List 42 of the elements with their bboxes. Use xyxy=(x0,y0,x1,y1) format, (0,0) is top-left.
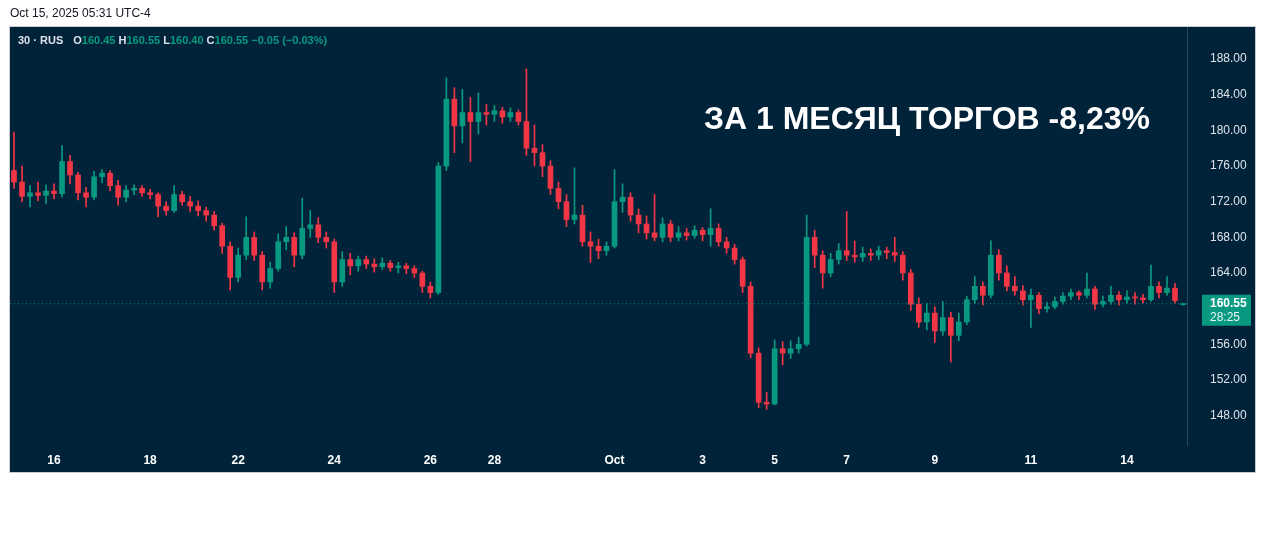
candlestick xyxy=(883,246,890,260)
candlestick xyxy=(43,184,49,204)
text: 30 · RUS xyxy=(18,34,64,46)
candlestick xyxy=(891,237,898,262)
y-tick-label: 176.00 xyxy=(1210,158,1248,173)
x-tick-label: 5 xyxy=(771,452,779,467)
text: 28:25 xyxy=(1210,310,1241,325)
x-tick-label: 9 xyxy=(931,452,939,467)
x-tick-label: 24 xyxy=(327,452,342,467)
y-tick-label: 184.00 xyxy=(1210,87,1248,102)
x-tick-label: 7 xyxy=(843,452,851,467)
y-tick-label: 180.00 xyxy=(1210,122,1248,137)
annotation: O160.45 H160.55 L160.40 C160.55 −0.05 (−0.03%) xyxy=(73,34,328,46)
y-tick-label: 164.00 xyxy=(1210,265,1248,280)
text: Oct 15, 2025 05:31 UTC-4 xyxy=(10,6,151,20)
candlestick xyxy=(1164,276,1170,296)
candlestick xyxy=(371,258,378,273)
x-tick-label: Oct xyxy=(604,452,625,467)
candlestick xyxy=(11,131,17,189)
candlestick xyxy=(51,183,57,200)
y-tick-label: 168.00 xyxy=(1210,229,1248,244)
x-tick-label: 16 xyxy=(47,452,62,467)
y-tick-label: 156.00 xyxy=(1210,336,1248,351)
text: ЗА 1 МЕСЯЦ ТОРГОВ -8,23% xyxy=(703,100,1150,136)
candlestick xyxy=(283,226,290,251)
candlestick xyxy=(843,211,850,261)
y-tick-label: 188.00 xyxy=(1210,51,1248,66)
x-tick-label: 26 xyxy=(423,452,438,467)
x-tick-label: 22 xyxy=(231,452,246,467)
x-tick-label: 18 xyxy=(143,452,158,467)
x-tick-label: 14 xyxy=(1120,452,1134,467)
x-tick-label: 3 xyxy=(699,452,707,467)
candlestick xyxy=(1012,276,1018,296)
candlestick xyxy=(35,181,41,202)
ref-line-label: 160.55 xyxy=(1210,296,1248,311)
x-tick-label: 28 xyxy=(487,452,502,467)
candlestick xyxy=(307,210,314,238)
x-tick-label: 11 xyxy=(1024,452,1038,467)
y-tick-label: 172.00 xyxy=(1210,194,1248,208)
y-tick-label: 152.00 xyxy=(1210,372,1248,387)
y-tick-label: 148.00 xyxy=(1210,407,1248,422)
candlestick xyxy=(27,185,33,208)
